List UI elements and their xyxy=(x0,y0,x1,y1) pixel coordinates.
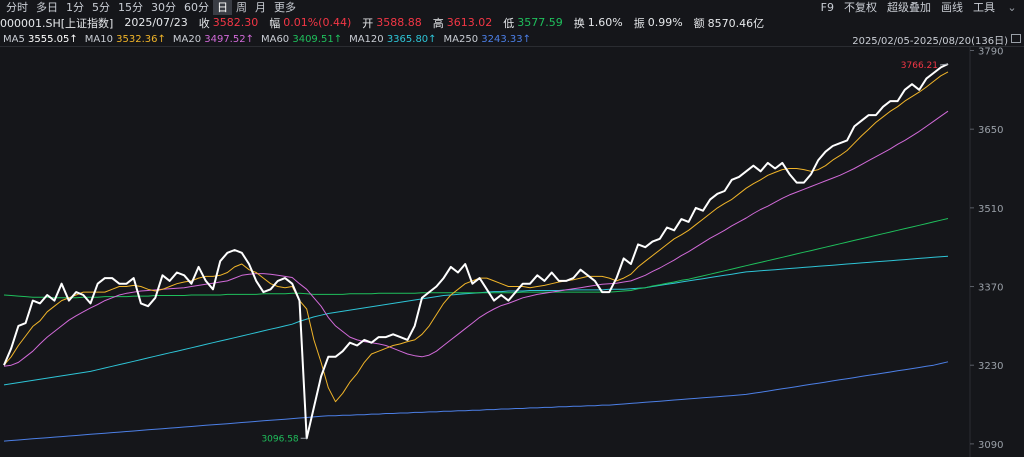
amount-label: 额 xyxy=(693,16,705,30)
y-tick-label: 3370 xyxy=(978,283,1003,294)
high-value: 3613.02 xyxy=(446,16,493,29)
series-line-ma5 xyxy=(3,63,949,440)
change-value: 0.01%(0.44) xyxy=(283,16,352,29)
open-label: 开 xyxy=(362,16,374,30)
tab-period-2[interactable]: 1分 xyxy=(66,1,84,14)
turnover-label: 换 xyxy=(573,16,585,30)
ma-legend-items: MA5 3555.05↑ MA10 3532.36↑ MA20 3497.52↑ MA… xyxy=(0,34,535,45)
index-code: 000001.SH[上证指数] xyxy=(0,16,114,30)
tools-button[interactable]: 工具 xyxy=(973,1,995,14)
period-tabs: 分时 多日 1分 5分 15分 30分 60分日周月更多 xyxy=(2,0,300,15)
tab-period-3[interactable]: 5分 xyxy=(92,1,110,14)
toolbar: 分时 多日 1分 5分 15分 30分 60分日周月更多 F9 不复权 超级叠加 画线 工具… xyxy=(0,0,1024,15)
overlay-button[interactable]: 超级叠加 xyxy=(887,1,931,14)
tab-period-1[interactable]: 多日 xyxy=(36,1,58,14)
amplitude-label: 振 xyxy=(633,16,645,30)
tab-period-10[interactable]: 更多 xyxy=(274,1,296,14)
tab-period-0[interactable]: 分时 xyxy=(6,1,28,14)
ma-legend-label: MA5 xyxy=(3,33,29,45)
series-line-ma10 xyxy=(3,71,949,403)
ma-legend-label: MA60 xyxy=(260,33,293,45)
high-label: 高 xyxy=(432,16,444,30)
kline-chart[interactable]: 3790 3650 3510 3370 3230 3090 3766.21 3096.58 xyxy=(0,46,1024,457)
ma-legend-value: 3365.80↑ xyxy=(386,33,437,45)
quote-row: 000001.SH[上证指数] 2025/07/23 收 3582.30 幅 0… xyxy=(0,15,1024,30)
low-label: 低 xyxy=(503,16,515,30)
series-line-ma20 xyxy=(3,110,949,367)
ma-legend-value: 3555.05↑ xyxy=(28,33,78,45)
close-label: 收 xyxy=(198,16,210,30)
tab-period-4[interactable]: 15分 xyxy=(118,1,143,14)
ma-legend: MA5 3555.05↑ MA10 3532.36↑ MA20 3497.52↑ MA… xyxy=(0,32,1024,47)
max-price-label: 3766.21 xyxy=(901,61,938,71)
ma-legend-value: 3532.36↑ xyxy=(116,33,166,45)
amount-value: 8570.46亿 xyxy=(707,16,765,30)
y-tick-label: 3650 xyxy=(978,125,1003,136)
min-price-label: 3096.58 xyxy=(261,434,298,444)
ma-legend-ma10: MA10 3532.36↑ xyxy=(85,34,166,45)
chevron-down-icon[interactable]: ⌄ xyxy=(1007,1,1017,14)
y-tick-label: 3090 xyxy=(978,440,1003,451)
low-value: 3577.59 xyxy=(517,16,563,29)
ma-legend-ma250: MA250 3243.33↑ xyxy=(444,34,531,45)
close-value: 3582.30 xyxy=(212,16,259,29)
tab-period-6[interactable]: 60分 xyxy=(184,1,209,14)
tab-period-5[interactable]: 30分 xyxy=(151,1,176,14)
amplitude-value: 0.99% xyxy=(647,16,683,29)
draw-line-button[interactable]: 画线 xyxy=(941,1,963,14)
right-tools: F9 不复权 超级叠加 画线 工具 ⌄ xyxy=(816,0,1024,15)
tab-period-9[interactable]: 月 xyxy=(255,1,266,14)
ma-legend-value: 3243.33↑ xyxy=(481,33,532,45)
ma-legend-label: MA250 xyxy=(443,33,482,45)
f9-button[interactable]: F9 xyxy=(820,1,834,14)
tab-period-8[interactable]: 周 xyxy=(236,1,247,14)
ma-legend-label: MA20 xyxy=(172,33,205,45)
adjust-mode-button[interactable]: 不复权 xyxy=(844,1,877,14)
y-tick-label: 3510 xyxy=(978,204,1003,215)
ma-legend-ma5: MA5 3555.05↑ xyxy=(3,34,78,45)
date-range: 2025/02/05-2025/08/20(136日) xyxy=(852,36,1008,47)
y-tick-label: 3230 xyxy=(978,361,1003,372)
y-tick-label: 3790 xyxy=(978,46,1003,57)
max-price-label-leader xyxy=(939,63,949,66)
ma-legend-label: MA10 xyxy=(84,33,117,45)
turnover-value: 1.60% xyxy=(587,16,623,29)
tab-period-7[interactable]: 日 xyxy=(213,0,232,15)
ma-legend-label: MA120 xyxy=(349,33,387,45)
change-label: 幅 xyxy=(269,16,281,30)
ma-legend-ma120: MA120 3365.80↑ xyxy=(349,34,436,45)
open-value: 3588.88 xyxy=(376,16,422,29)
ma-legend-ma20: MA20 3497.52↑ xyxy=(173,34,254,45)
series-line-ma250 xyxy=(3,361,949,442)
ma-legend-value: 3409.51↑ xyxy=(292,33,343,45)
divider xyxy=(0,46,1024,47)
ma-legend-ma60: MA60 3409.51↑ xyxy=(261,34,342,45)
expand-icon[interactable] xyxy=(1011,34,1021,43)
ma-legend-value: 3497.52↑ xyxy=(204,33,254,45)
series-line-ma60 xyxy=(3,218,949,299)
quote-date: 2025/07/23 xyxy=(124,16,188,29)
